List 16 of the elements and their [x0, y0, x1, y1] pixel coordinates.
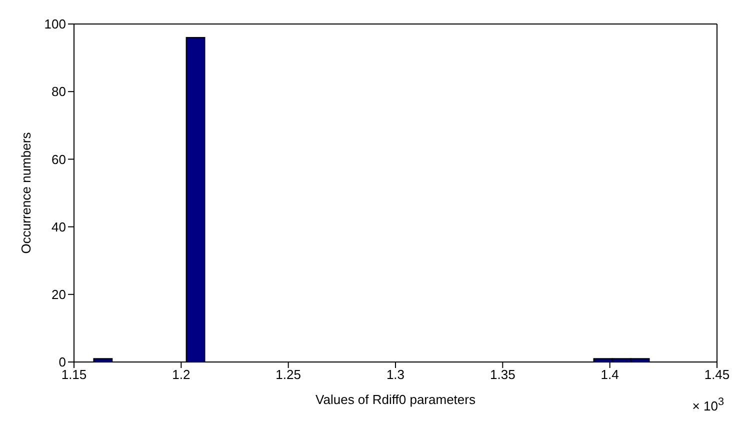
- x-tick-label: 1.4: [600, 367, 619, 382]
- x-tick-label: 1.15: [61, 367, 87, 382]
- y-tick-label: 40: [52, 219, 66, 234]
- x-tick-label: 1.35: [490, 367, 516, 382]
- text: × 10$^{3}$: [692, 396, 724, 414]
- x-axis-title: Values of Rdiff0 parameters: [316, 392, 476, 407]
- y-tick-label: 60: [52, 152, 66, 167]
- x-tick-label: 1.25: [276, 367, 301, 382]
- x-tick-label: 1.3: [386, 367, 405, 382]
- y-tick-label: 100: [44, 16, 66, 32]
- y-tick-label: 20: [52, 287, 66, 302]
- y-tick-label: 80: [52, 84, 66, 100]
- y-axis-title: Occurrence numbers: [18, 132, 34, 254]
- x-tick-label: 1.45: [704, 367, 730, 382]
- y-tick-label: 0: [58, 354, 66, 370]
- x-tick-label: 1.2: [172, 367, 190, 382]
